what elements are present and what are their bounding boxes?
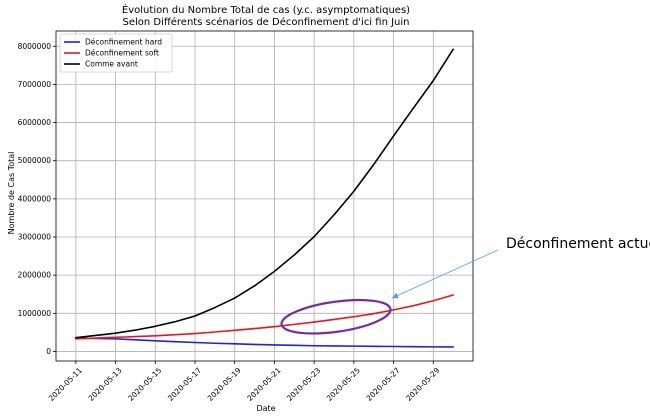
plot-frame xyxy=(55,30,474,362)
annotation-arrow xyxy=(391,249,499,299)
x-axis-label: Date xyxy=(256,404,275,413)
x-tick-label: 2020-05-19 xyxy=(206,366,243,403)
x-tick-label: 2020-05-21 xyxy=(245,366,282,403)
y-tick-label: 1000000 xyxy=(18,309,52,318)
plot-area xyxy=(56,31,473,361)
y-tick-label: 6000000 xyxy=(18,118,52,127)
series-line-comme-avant xyxy=(75,48,454,339)
x-tick-label: 2020-05-25 xyxy=(325,366,362,403)
y-tick-label: 3000000 xyxy=(18,233,52,242)
chart-title-line2: Selon Différents scénarios de Déconfinem… xyxy=(122,16,409,28)
legend-entry: Déconfinement soft xyxy=(85,49,159,58)
x-axis: 2020-05-11 2020-05-13 2020-05-15 2020-05-17… xyxy=(47,361,442,403)
annotation-ellipse xyxy=(280,298,392,335)
y-tick-label: 8000000 xyxy=(18,42,52,51)
x-tick-label: 2020-05-23 xyxy=(285,366,322,403)
x-tick-label: 2020-05-17 xyxy=(166,366,203,403)
x-tick-label: 2020-05-29 xyxy=(404,366,441,403)
y-tick-label: 5000000 xyxy=(18,156,52,165)
grid xyxy=(56,31,473,361)
x-tick-label: 2020-05-15 xyxy=(126,366,163,403)
y-axis-label: Nombre de Cas Total xyxy=(7,152,16,235)
y-axis: 0 1000000 2000000 3000000 4000000 5000000 6000… xyxy=(18,42,56,356)
legend-box xyxy=(59,33,173,73)
legend-entry: Déconfinement hard xyxy=(85,38,162,47)
legend-entry: Comme avant xyxy=(85,60,138,69)
y-tick-label: 2000000 xyxy=(18,271,52,280)
annotation-label: Déconfinement actuel xyxy=(506,236,650,252)
y-tick-label: 7000000 xyxy=(18,80,52,89)
y-tick-label: 4000000 xyxy=(18,194,52,203)
x-tick-label: 2020-05-11 xyxy=(47,366,84,403)
chart-title-line1: Évolution du Nombre Total de cas (y.c. a… xyxy=(122,3,410,16)
y-tick-label: 0 xyxy=(46,347,51,356)
annotation-arrowhead xyxy=(392,292,399,299)
legend: Déconfinement hard Déconfinement soft Comm… xyxy=(59,33,173,73)
annotation: Déconfinement actuel xyxy=(280,236,650,335)
chart-title: Évolution du Nombre Total de cas (y.c. a… xyxy=(122,3,410,28)
series-line-d-confinement-hard xyxy=(75,337,454,348)
x-tick-label: 2020-05-27 xyxy=(365,366,402,403)
x-tick-label: 2020-05-13 xyxy=(87,366,124,403)
